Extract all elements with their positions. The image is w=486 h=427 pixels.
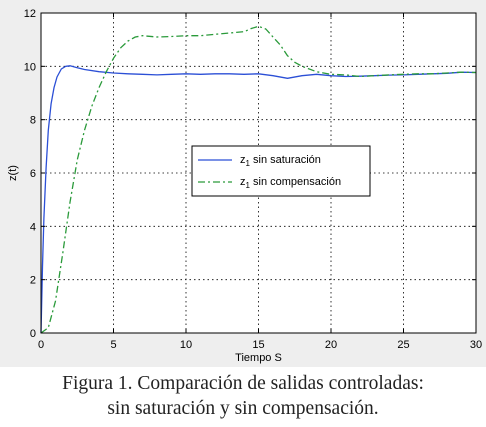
legend-label-prefix: z [240,176,246,188]
x-tick-label: 5 [110,339,116,351]
y-tick-label: 10 [24,61,36,73]
legend-label-subscript: 1 [246,159,251,168]
x-tick-label: 0 [38,339,44,351]
y-tick-label: 0 [30,328,36,340]
x-axis-label: Tiempo S [235,352,282,364]
y-tick-label: 2 [30,275,36,287]
legend-label-suffix: sin saturación [250,154,321,166]
series-layer [40,25,477,334]
x-tick-label: 30 [470,339,482,351]
figure-caption: Figura 1. Comparación de salidas control… [0,371,486,421]
y-tick-label: 8 [30,115,36,127]
legend-label-sin-saturacion: z1 sin saturación [240,154,321,168]
x-tick-label: 10 [180,339,192,351]
y-tick-label: 4 [30,221,36,233]
legend-label-sin-compensacion: z1 sin compensación [240,176,341,190]
plot-panel: 0 5 10 15 20 25 30 0 2 4 6 8 10 12 Tiempo S z(t) z1 s… [0,0,486,367]
tick-labels: 0 5 10 15 20 25 30 0 2 4 6 8 10 12 [24,8,482,351]
caption-line-1: Figura 1. Comparación de salidas control… [62,373,424,394]
series-line-sin-saturacion [40,65,477,334]
tick-marks [40,12,477,334]
y-tick-label: 6 [30,168,36,180]
legend-label-suffix: sin compensación [250,176,341,188]
x-tick-label: 20 [325,339,337,351]
legend: z1 sin saturación z1 sin compensación [191,145,371,197]
y-tick-label: 12 [24,8,36,20]
legend-box [191,145,371,197]
x-tick-label: 15 [252,339,264,351]
legend-label-subscript: 1 [246,181,251,190]
caption-line-2: sin saturación y sin compensación. [107,398,379,419]
series-line-sin-compensacion [40,25,477,334]
y-axis-label: z(t) [7,165,19,181]
x-tick-label: 25 [397,339,409,351]
legend-label-prefix: z [240,154,246,166]
